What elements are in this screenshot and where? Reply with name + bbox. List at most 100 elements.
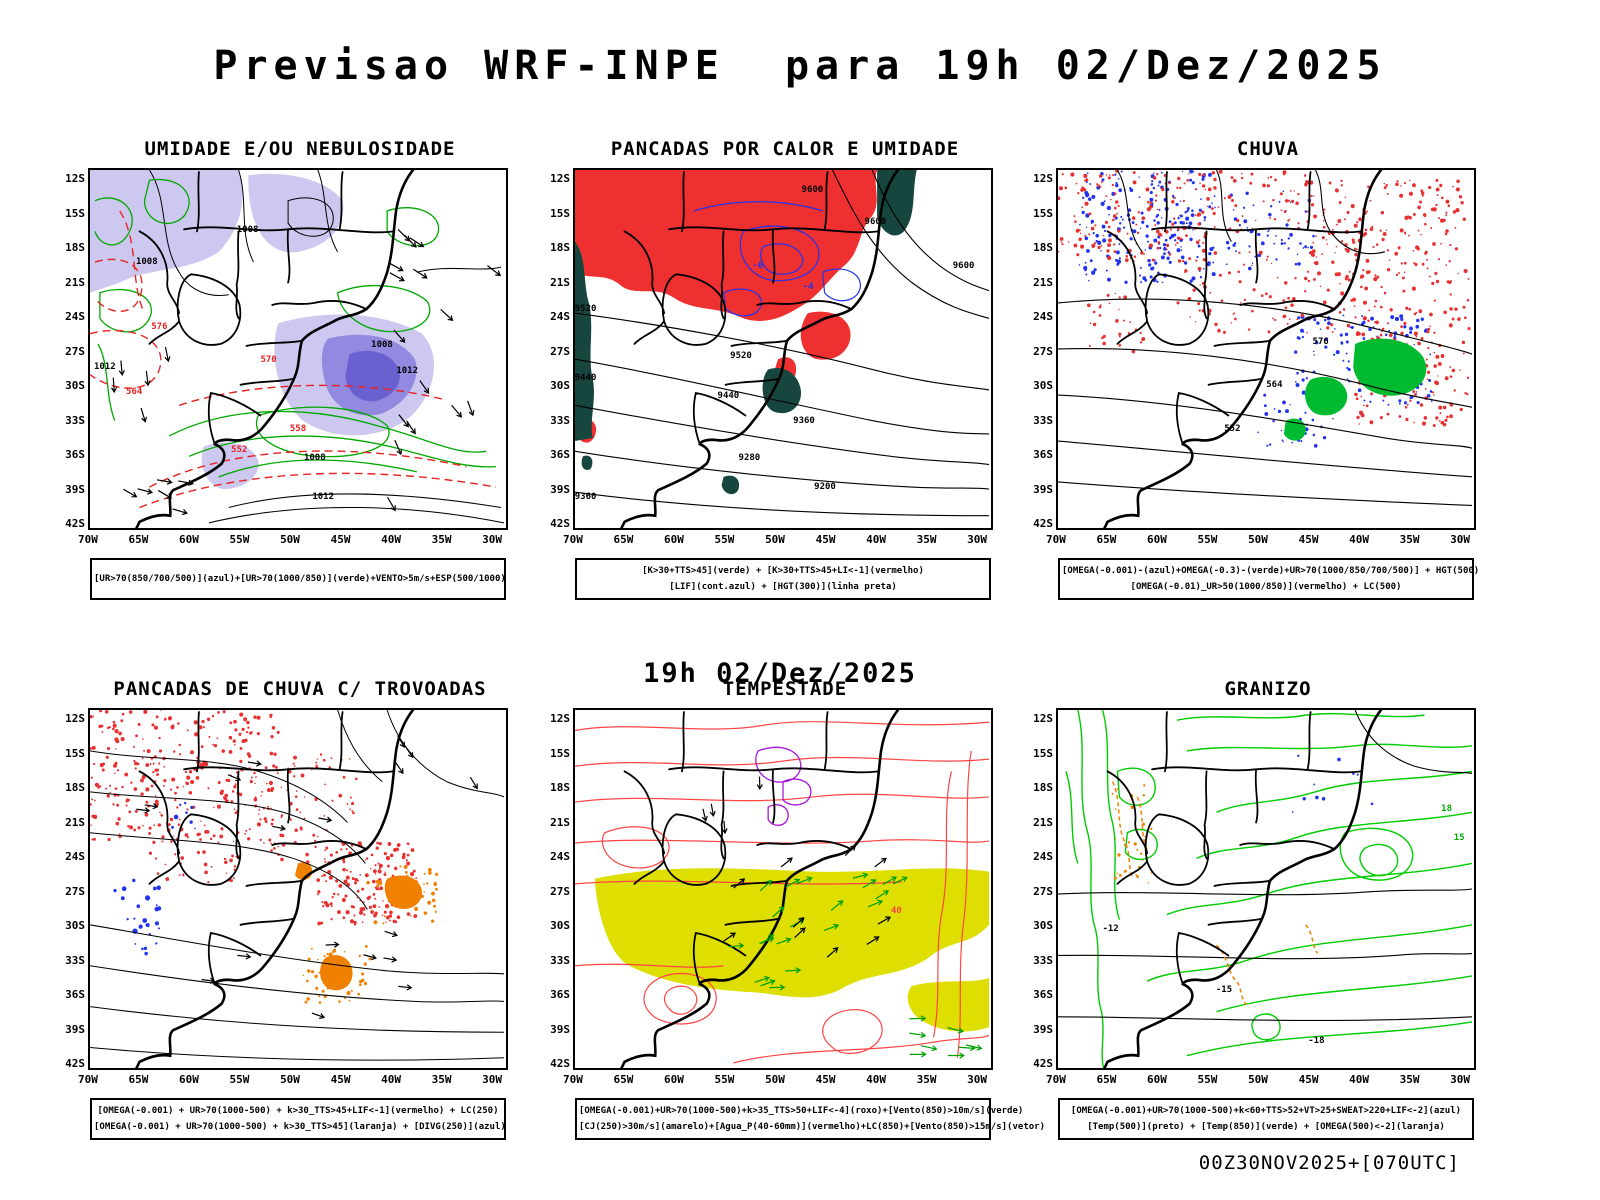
lon-axis: 70W 65W 60W 55W 50W 45W 40W 35W 30W [563,1073,987,1086]
panel-trovoadas: PANCADAS DE CHUVA C/ TROVOADAS 12S 15S 18S… [55,678,525,1140]
lat-axis: 12S 15S 18S 21S 24S 27S 30S 33S 36S 39S 42S [1023,708,1056,1070]
caption-box: [OMEGA(-0.001) + UR>70(1000-500) + k>30_… [90,1098,506,1140]
lat-tick-label: 24S [65,310,85,323]
lat-tick-label: 27S [550,885,570,898]
lon-axis: 70W 65W 60W 55W 50W 45W 40W 35W 30W [78,533,502,546]
lon-tick-label: 65W [614,1073,634,1086]
panel-granizo: GRANIZO 12S 15S 18S 21S 24S 27S 30S 33S 36S 39S 42… [1023,678,1493,1140]
lat-tick-label: 30S [550,919,570,932]
lat-tick-label: 15S [65,747,85,760]
map-wrap: 12S 15S 18S 21S 24S 27S 30S 33S 36S 39S 42S [55,168,525,530]
red-storm-speckles [281,753,358,821]
lon-tick-label: 40W [1349,1073,1369,1086]
lat-tick-label: 42S [1033,517,1053,530]
streamline-arrows [396,736,478,789]
lat-tick-label: 42S [1033,1057,1053,1070]
lat-tick-label: 21S [1033,276,1053,289]
caption-line: [K>30+TTS>45](verde) + [K>30+TTS>45+LI<-… [579,565,987,577]
lat-tick-label: 15S [1033,207,1053,220]
lat-axis: 12S 15S 18S 21S 24S 27S 30S 33S 36S 39S 42S [540,708,573,1070]
lat-tick-label: 18S [550,781,570,794]
lon-tick-label: 55W [230,1073,250,1086]
caption-line: [LIF](cont.azul) + [HGT(300)](linha pret… [579,581,987,593]
lat-tick-label: 24S [65,850,85,863]
black-streamlines [90,710,504,1060]
lon-tick-label: 55W [230,533,250,546]
lon-tick-label: 65W [1097,1073,1117,1086]
caption-line: [CJ(250)>30m/s](amarelo)+[Agua_P(40-60mm… [579,1121,987,1133]
footer-run-timestamp: 00Z30NOV2025+[070UTC] [0,1152,1460,1174]
lon-tick-label: 70W [1046,1073,1066,1086]
yellow-jet-area [595,868,989,1031]
red-storm-speckles [268,815,327,864]
red-storm-speckles [89,709,280,844]
lon-tick-label: 40W [866,533,886,546]
black-wind-vectors [702,777,762,833]
lat-tick-label: 39S [550,1023,570,1036]
map-chuva: 576 564 552 [1056,168,1476,530]
lon-tick-label: 60W [1147,1073,1167,1086]
lon-tick-label: 30W [482,1073,502,1086]
panel-title-granizo: GRANIZO [1058,678,1478,700]
lat-tick-label: 21S [550,816,570,829]
caption-text: [OMEGA(-0.001) + UR>70(1000-500) + k>30_… [94,1105,502,1132]
lon-tick-label: 45W [331,1073,351,1086]
streamline-arrows [136,761,331,831]
lon-tick-label: 40W [381,1073,401,1086]
lon-tick-label: 35W [432,533,452,546]
map-wrap: 12S 15S 18S 21S 24S 27S 30S 33S 36S 39S 42S [1023,708,1493,1070]
lat-tick-label: 39S [65,483,85,496]
lat-tick-label: 24S [1033,850,1053,863]
map-art-granizo [1056,708,1476,1070]
map-art-chuva [1056,168,1476,530]
lat-tick-label: 27S [1033,885,1053,898]
lat-tick-label: 33S [1033,954,1053,967]
lat-tick-label: 30S [1033,379,1053,392]
lat-tick-label: 30S [550,379,570,392]
lon-tick-label: 35W [917,533,937,546]
lat-tick-label: 30S [65,919,85,932]
lon-tick-label: 70W [563,1073,583,1086]
lat-tick-label: 12S [550,172,570,185]
map-trovoadas [88,708,508,1070]
red-instability-area [575,170,877,443]
caption-text: [OMEGA(-0.001)+UR>70(1000-500)+k<60+TTS>… [1062,1105,1470,1132]
page-title: Previsao WRF-INPE para 19h 02/Dez/2025 [0,43,1600,89]
streamline-arrows [202,931,412,1018]
lat-tick-label: 39S [65,1023,85,1036]
lat-tick-label: 21S [65,276,85,289]
coastline-borders [1105,710,1381,1068]
lat-tick-label: 27S [65,885,85,898]
lat-tick-label: 36S [65,448,85,461]
lon-tick-label: 50W [1248,1073,1268,1086]
caption-box: [OMEGA(-0.001)-(azul)+OMEGA(-0.3)-(verde… [1058,558,1474,600]
caption-line: [OMEGA(-0.001)-(azul)+OMEGA(-0.3)-(verde… [1062,565,1470,577]
lon-tick-label: 70W [78,1073,98,1086]
lon-tick-label: 60W [664,533,684,546]
panel-pancadas-calor: PANCADAS POR CALOR E UMIDADE 12S 15S 18S 21… [540,138,1010,600]
lat-axis: 12S 15S 18S 21S 24S 27S 30S 33S 36S 39S 42S [540,168,573,530]
lat-tick-label: 18S [550,241,570,254]
lon-tick-label: 60W [1147,533,1167,546]
green-rain-cores [1284,339,1426,441]
lon-tick-label: 65W [614,533,634,546]
panel-umidade: UMIDADE E/OU NEBULOSIDADE 12S 15S 18S 21S 24… [55,138,525,600]
caption-text: [OMEGA(-0.001)-(azul)+OMEGA(-0.3)-(verde… [1062,565,1470,592]
caption-text: [UR>70(850/700/500)](azul)+[UR>70(1000/8… [94,573,502,585]
lon-tick-label: 40W [381,533,401,546]
map-art-trovoadas [88,708,508,1070]
lat-tick-label: 42S [65,517,85,530]
lat-tick-label: 27S [550,345,570,358]
lon-tick-label: 50W [765,533,785,546]
lon-tick-label: 50W [765,1073,785,1086]
lat-tick-label: 21S [65,816,85,829]
red-ur-speckles [1206,170,1317,233]
lon-tick-label: 50W [280,533,300,546]
lon-tick-label: 30W [482,533,502,546]
lon-tick-label: 55W [715,1073,735,1086]
map-wrap: 12S 15S 18S 21S 24S 27S 30S 33S 36S 39S 42S [540,708,1010,1070]
lat-tick-label: 33S [65,414,85,427]
map-art-tempestade [573,708,993,1070]
lat-axis: 12S 15S 18S 21S 24S 27S 30S 33S 36S 39S 42S [55,168,88,530]
lon-tick-label: 70W [78,533,98,546]
